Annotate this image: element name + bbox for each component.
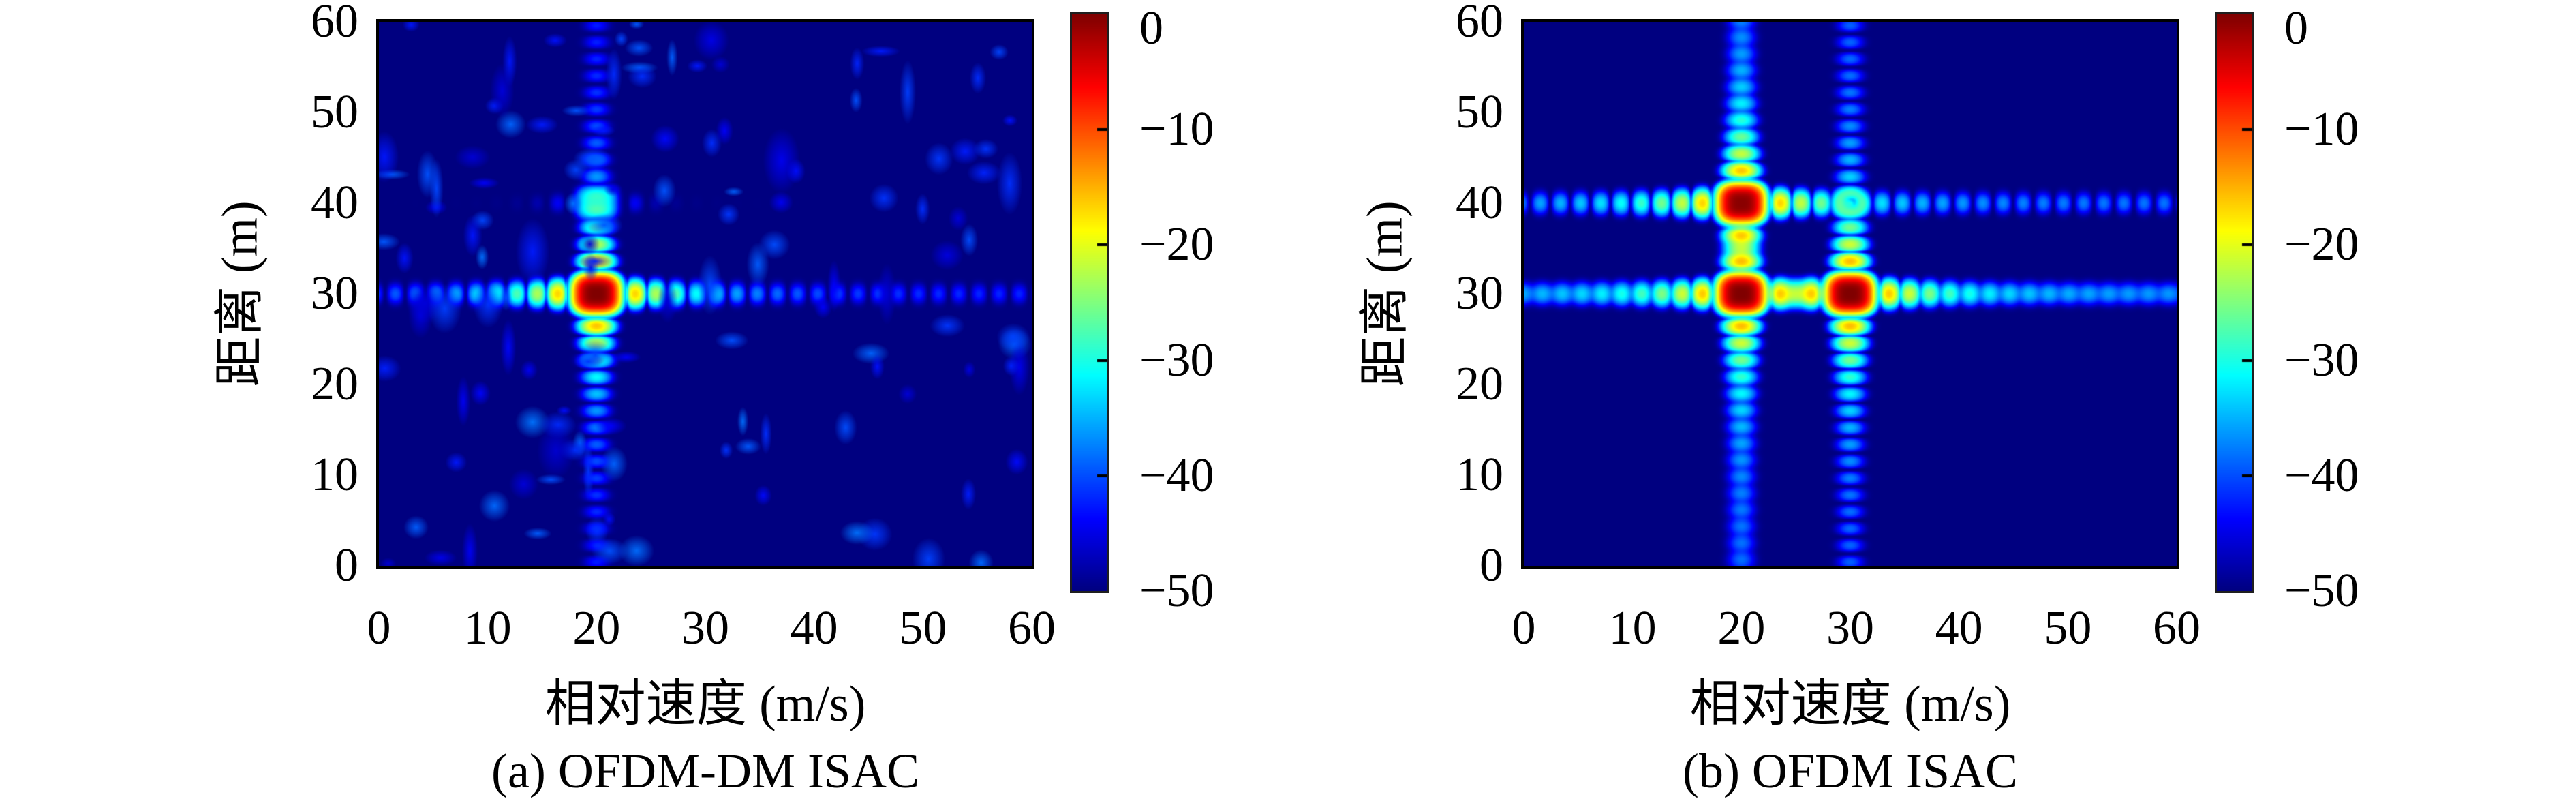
colorbar-tick-label: −10 [2284,103,2359,156]
y-tick-label: 50 [1456,86,1503,138]
colorbar-tick-label: 0 [1139,2,1163,55]
x-tick-label: 0 [367,602,391,654]
x-tick-label: 50 [899,602,947,654]
y-tick-label: 60 [1456,0,1503,48]
y-tick-label: 30 [311,267,358,320]
heatmap-plot-a [376,19,1034,569]
x-tick-label: 50 [2044,602,2092,654]
panel-a: 距离 (m) 0 10 20 30 40 50 60 0 10 20 30 40 50 60 相对速度 … [212,0,1214,798]
x-axis-label-b: 相对速度 (m/s) [1689,676,2011,732]
y-tick-label: 20 [311,358,358,410]
y-tick-label: 0 [1479,539,1503,592]
heatmap-plot-b [1521,19,2179,569]
heatmap-canvas-b [1524,22,2177,566]
x-tick-label: 60 [2153,602,2201,654]
x-tick-label: 40 [1935,602,1983,654]
y-axis-label-b: 距离 (m) [1357,200,1413,387]
x-tick-label: 20 [572,602,621,654]
colorbar-b [2215,12,2254,593]
caption-b: (b) OFDM ISAC [1682,744,2019,798]
colorbar-tick-label: −40 [1139,449,1214,502]
x-tick-label: 40 [790,602,838,654]
colorbar-canvas-b [2217,14,2252,591]
y-axis-label-a: 距离 (m) [212,200,269,387]
colorbar-tick-label: 0 [2284,2,2308,55]
x-axis-label-a: 相对速度 (m/s) [545,676,866,732]
x-tick-label: 60 [1008,602,1056,654]
x-tick-label: 20 [1717,602,1766,654]
colorbar-tick-label: −30 [2284,333,2359,387]
x-tick-label: 30 [681,602,729,654]
x-tick-label: 10 [1608,602,1657,654]
y-tick-label: 20 [1456,358,1503,410]
colorbar-tick-label: −50 [1139,564,1214,617]
y-tick-label: 10 [311,449,358,501]
x-tick-label: 10 [463,602,512,654]
heatmap-canvas-a [379,22,1032,566]
y-tick-label: 0 [335,539,358,592]
colorbar-tick-label: −40 [2284,449,2359,502]
colorbar-canvas-a [1072,14,1107,591]
colorbar-tick-label: −30 [1139,333,1214,387]
colorbar-a [1070,12,1109,593]
colorbar-tick-label: −20 [1139,218,1214,271]
caption-a: (a) OFDM-DM ISAC [491,744,919,798]
colorbar-tick-label: −50 [2284,564,2359,617]
y-tick-label: 10 [1456,449,1503,501]
y-tick-label: 50 [311,86,358,138]
colorbar-tick-label: −20 [2284,218,2359,271]
y-tick-label: 40 [1456,177,1503,229]
y-tick-label: 60 [311,0,358,48]
y-tick-label: 40 [311,177,358,229]
colorbar-tick-label: −10 [1139,103,1214,156]
x-tick-label: 0 [1512,602,1536,654]
x-tick-label: 30 [1826,602,1874,654]
y-tick-label: 30 [1456,267,1503,320]
panel-b: 距离 (m) 0 10 20 30 40 50 60 0 10 20 30 40 50 60 相对速度 … [1145,0,2576,801]
